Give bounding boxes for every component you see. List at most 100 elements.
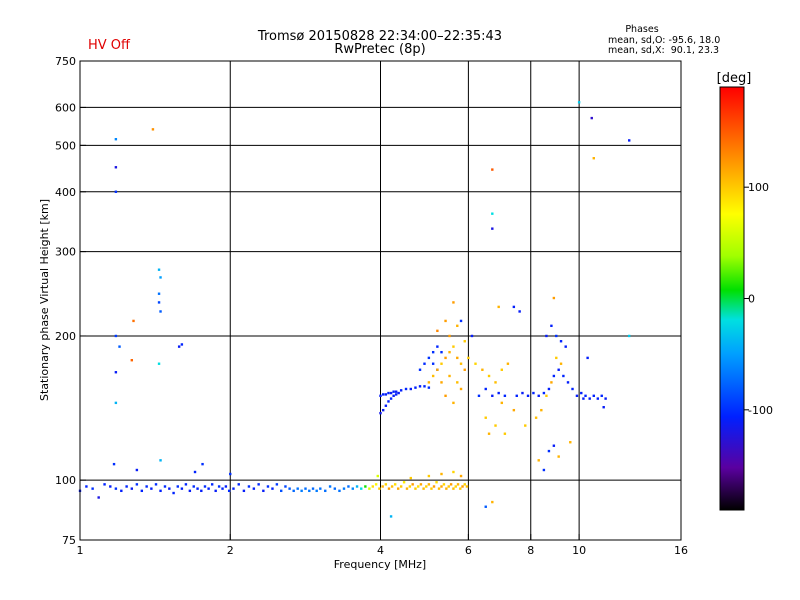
data-point [487, 432, 491, 435]
y-tick-label: 200 [55, 330, 76, 343]
data-point [210, 483, 214, 486]
data-point [300, 489, 303, 493]
data-point [193, 470, 197, 474]
data-point [103, 483, 106, 486]
data-point [534, 416, 538, 419]
colorbar-tick-label: 100 [748, 181, 769, 194]
data-point [192, 485, 195, 488]
data-point [114, 371, 118, 374]
x-axis-label: Frequency [MHz] [334, 558, 426, 571]
data-point [405, 487, 409, 490]
data-point [296, 487, 299, 490]
data-point [114, 166, 118, 169]
data-point [491, 168, 494, 171]
data-point [484, 416, 487, 419]
data-point [521, 391, 524, 395]
data-point [456, 324, 459, 328]
y-axis-ticks: 75 100 200 300 400 500 600 750 [55, 55, 86, 547]
data-point [389, 515, 393, 518]
data-point [417, 485, 420, 488]
data-point [392, 394, 395, 398]
y-tick-label: 500 [55, 139, 76, 152]
data-point [592, 157, 595, 160]
data-point [445, 487, 448, 490]
data-point [491, 227, 494, 230]
data-point [311, 487, 315, 490]
x-tick-label: 6 [465, 544, 472, 557]
data-point [257, 483, 260, 486]
data-point [491, 500, 494, 504]
data-point [221, 487, 224, 490]
data-point [559, 340, 563, 343]
data-point [114, 137, 118, 141]
data-point [427, 356, 431, 360]
data-point [252, 487, 256, 490]
data-point [562, 374, 565, 378]
data-point [524, 424, 527, 427]
data-point [555, 334, 558, 338]
data-point [333, 487, 337, 490]
data-point [217, 485, 221, 488]
data-point [456, 356, 459, 360]
data-point [394, 393, 398, 396]
data-point [497, 305, 500, 309]
data-point [425, 485, 428, 488]
data-point [503, 432, 507, 435]
data-point [550, 381, 553, 384]
data-point [515, 394, 518, 398]
colorbar-ticks: 100 0 -100 [744, 181, 773, 417]
colorbar-tick-label: 0 [748, 293, 755, 306]
data-point [378, 487, 381, 490]
data-point [159, 489, 162, 493]
x-axis-ticks: 1 2 4 6 8 10 16 [77, 534, 688, 557]
data-point [145, 485, 148, 488]
data-point [418, 385, 422, 388]
data-point [324, 489, 327, 493]
data-point [463, 340, 466, 343]
data-point [552, 444, 556, 447]
data-point [484, 387, 487, 391]
data-point [284, 485, 287, 488]
data-point [484, 505, 487, 508]
data-point [360, 487, 363, 490]
data-point [435, 481, 438, 484]
data-point [97, 496, 100, 499]
data-point [452, 301, 455, 304]
data-point [364, 485, 367, 488]
data-point [577, 101, 581, 104]
x-tick-label: 1 [77, 544, 84, 557]
data-point [552, 374, 556, 378]
data-point [423, 385, 426, 388]
data-point [157, 292, 161, 295]
data-point [180, 343, 184, 346]
data-point [140, 489, 144, 493]
data-point [588, 397, 591, 400]
data-point [237, 483, 240, 486]
data-point [542, 391, 546, 395]
data-point [151, 128, 155, 131]
data-point [130, 359, 134, 362]
data-point [547, 387, 551, 391]
scatter-points [78, 101, 631, 518]
data-point [288, 487, 291, 490]
grid-lines [80, 61, 681, 540]
data-point [242, 489, 246, 493]
data-point [419, 483, 423, 486]
data-point [387, 400, 390, 403]
data-point [550, 324, 553, 328]
data-point [132, 319, 135, 323]
data-point [487, 374, 491, 378]
y-tick-label: 100 [55, 474, 76, 487]
data-point [135, 468, 139, 472]
data-point [214, 489, 217, 493]
data-point [172, 491, 175, 495]
data-point [500, 401, 504, 405]
data-point [459, 319, 463, 323]
data-point [459, 487, 462, 490]
data-point [456, 483, 460, 486]
data-point [427, 381, 431, 384]
data-point [292, 489, 295, 493]
data-point [232, 487, 235, 490]
data-point [397, 391, 400, 395]
data-point [430, 487, 433, 490]
